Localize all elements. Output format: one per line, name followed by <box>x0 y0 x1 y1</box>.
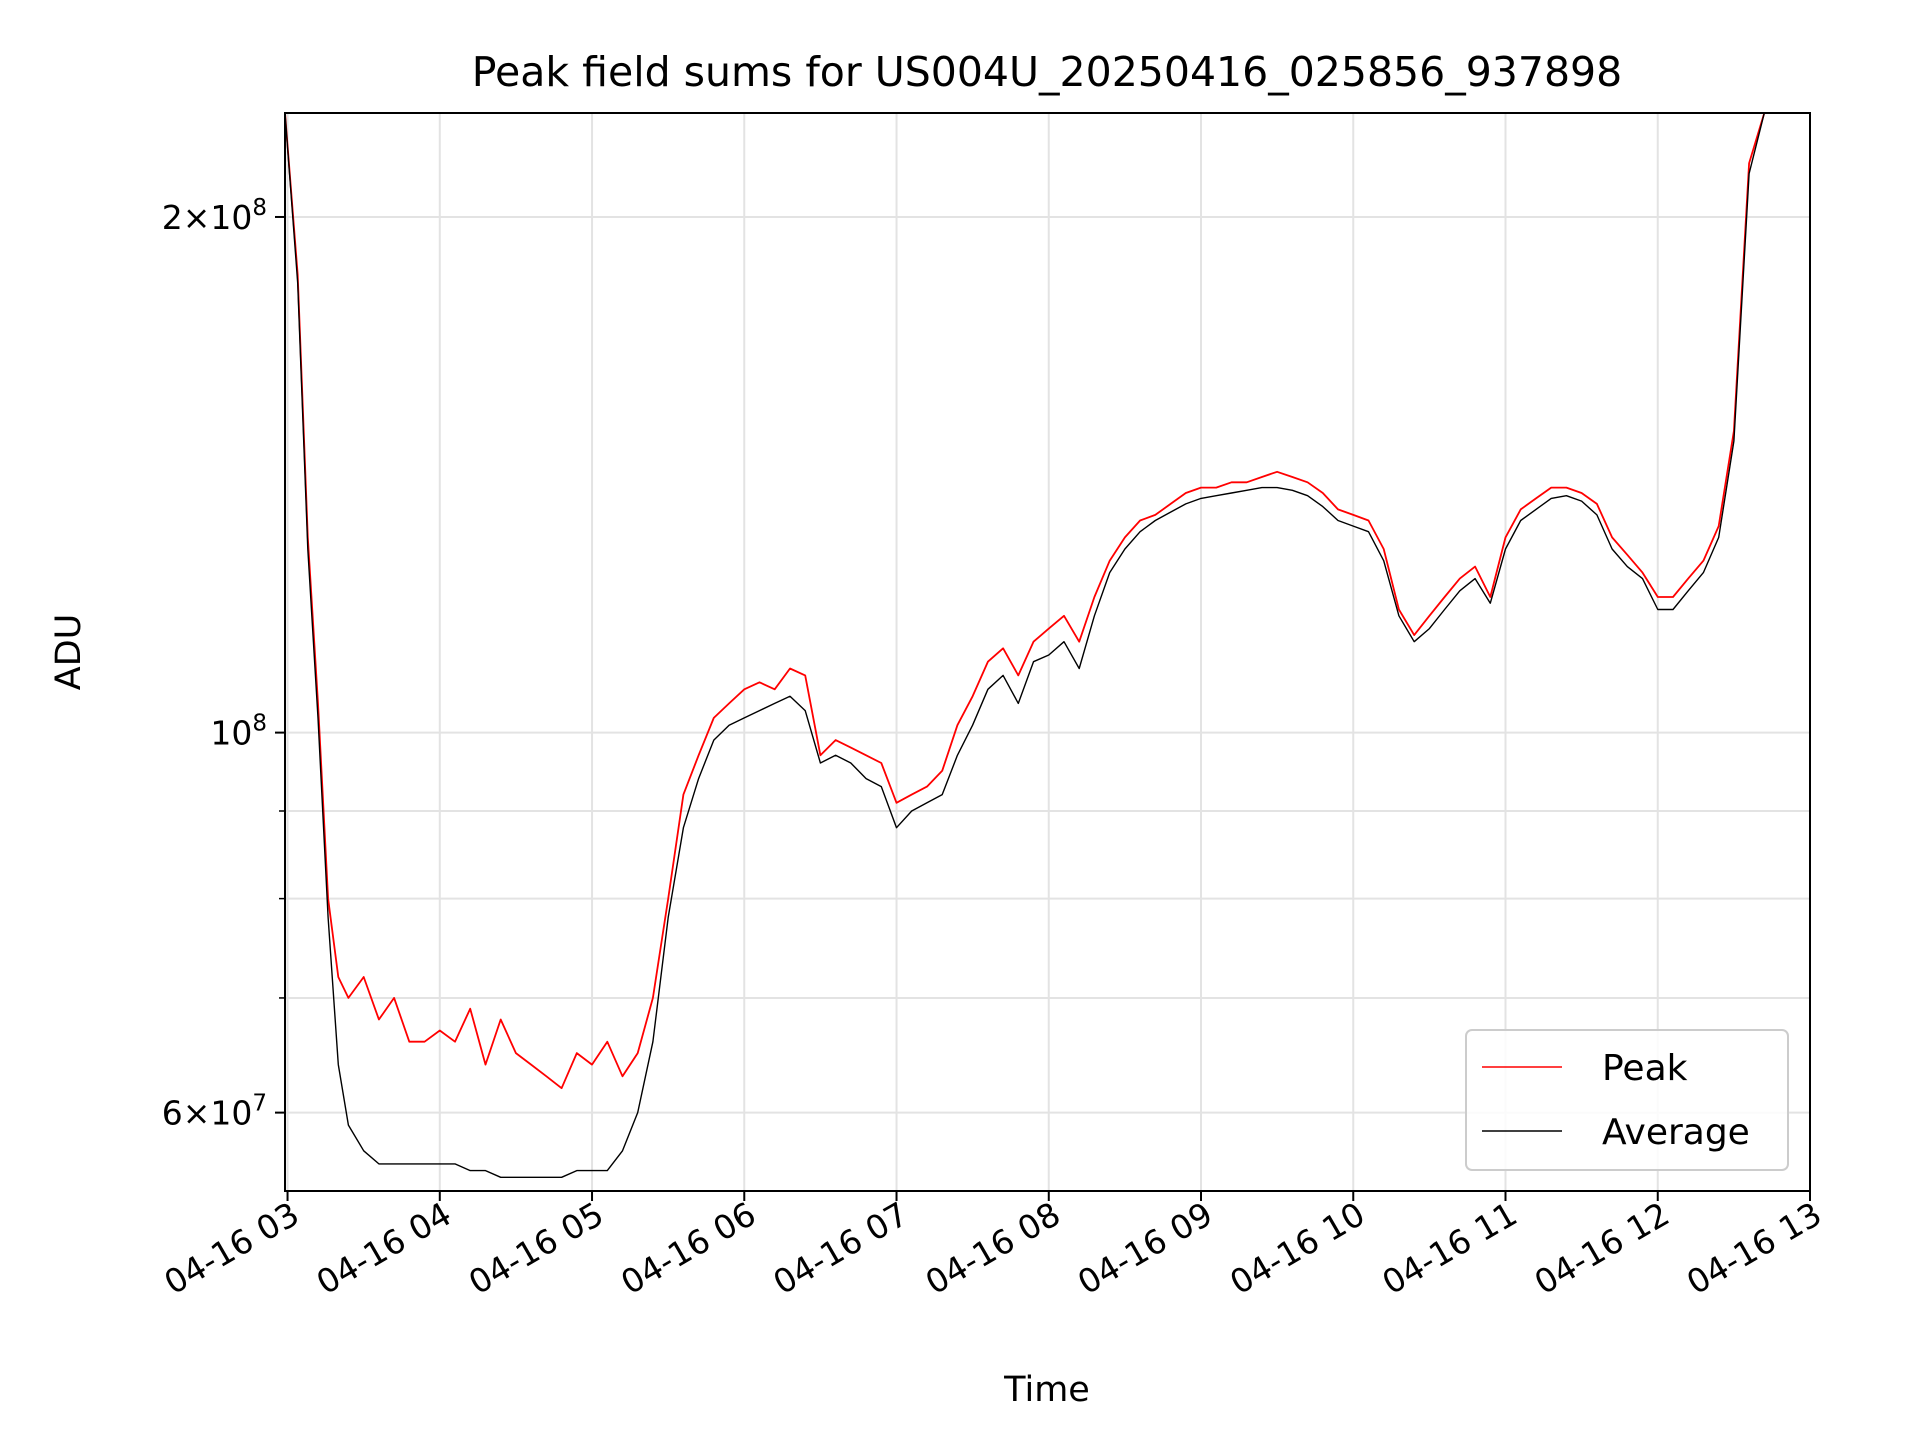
y-tick-label: 6×107 <box>162 1091 267 1133</box>
chart-title: Peak field sums for US004U_20250416_0258… <box>472 48 1622 96</box>
legend-label-average: Average <box>1602 1112 1750 1153</box>
legend-box <box>1465 1029 1789 1171</box>
y-tick-label: 2×108 <box>162 195 267 237</box>
x-axis-label: Time <box>1003 1370 1090 1410</box>
legend-label-peak: Peak <box>1602 1048 1688 1089</box>
legend: Peak Average <box>1465 1029 1789 1171</box>
series-line-peak <box>284 112 1810 1090</box>
plot-frame <box>284 112 1811 1192</box>
plot-lines <box>284 112 1810 1179</box>
y-axis-label: ADU <box>49 614 89 691</box>
series-line-average <box>284 112 1810 1179</box>
